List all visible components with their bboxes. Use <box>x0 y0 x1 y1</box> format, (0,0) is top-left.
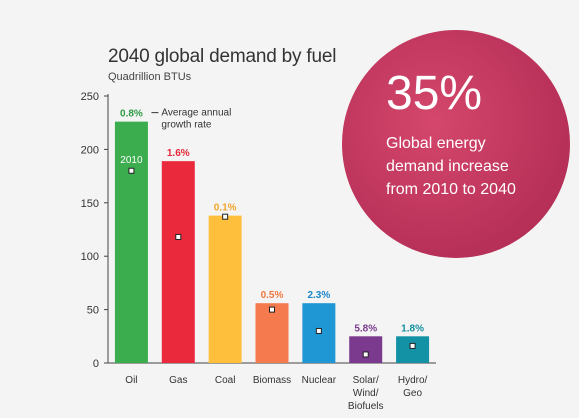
highlight-value: 35% <box>386 67 483 120</box>
x-tick-label: Wind/ <box>353 388 379 399</box>
growth-rate-label: 1.6% <box>167 148 190 159</box>
marker-2010 <box>222 213 229 220</box>
x-tick-label: Gas <box>169 375 187 386</box>
chart-title: 2040 global demand by fuel <box>108 46 337 67</box>
marker-2010 <box>128 167 135 174</box>
bar-6 <box>396 336 430 363</box>
x-tick-label: Solar/ <box>353 375 379 386</box>
y-tick-label: 0 <box>93 358 99 370</box>
bar-5 <box>349 336 383 363</box>
x-tick-label: Oil <box>125 375 137 386</box>
x-tick-label: Biofuels <box>348 401 384 412</box>
y-tick-label: 250 <box>81 91 99 103</box>
x-tick-label: Coal <box>215 375 236 386</box>
bar-0 <box>114 121 148 363</box>
chart-subtitle: Quadrillion BTUs <box>108 71 192 83</box>
y-tick-label: 150 <box>81 198 99 210</box>
growth-rate-label: 1.8% <box>401 323 424 334</box>
bar-3 <box>255 303 289 363</box>
y-tick-label: 50 <box>87 305 99 317</box>
marker-2010 <box>409 342 416 349</box>
marker-2010 <box>362 351 369 358</box>
growth-rate-label: 0.5% <box>261 290 284 301</box>
annotation-2010: 2010 <box>120 155 143 166</box>
growth-rate-label: 0.8% <box>120 109 143 120</box>
x-tick-label: Hydro/ <box>398 375 428 386</box>
highlight-description: Global energy demand increase from 2010 … <box>386 132 556 201</box>
highlight-line-3: from 2010 to 2040 <box>386 181 516 198</box>
legend-growth-text-2: growth rate <box>161 120 211 131</box>
highlight-line-2: demand increase <box>386 158 509 175</box>
y-tick-label: 200 <box>81 144 99 156</box>
y-tick-label: 100 <box>81 251 99 263</box>
x-tick-label: Geo <box>403 388 422 399</box>
x-tick-label: Nuclear <box>302 375 337 386</box>
marker-2010 <box>175 233 182 240</box>
growth-rate-label: 2.3% <box>307 290 330 301</box>
marker-2010 <box>269 306 275 313</box>
marker-2010 <box>315 327 322 334</box>
growth-rate-label: 0.1% <box>214 203 237 214</box>
x-tick-label: Biomass <box>253 375 291 386</box>
legend-growth-text-1: Average annual <box>161 108 231 119</box>
bar-2 <box>208 215 242 363</box>
highlight-line-1: Global energy <box>386 135 486 152</box>
bar-1 <box>161 161 195 363</box>
growth-rate-label: 5.8% <box>354 323 377 334</box>
highlight-circle: 35% Global energy demand increase from 2… <box>342 30 570 258</box>
